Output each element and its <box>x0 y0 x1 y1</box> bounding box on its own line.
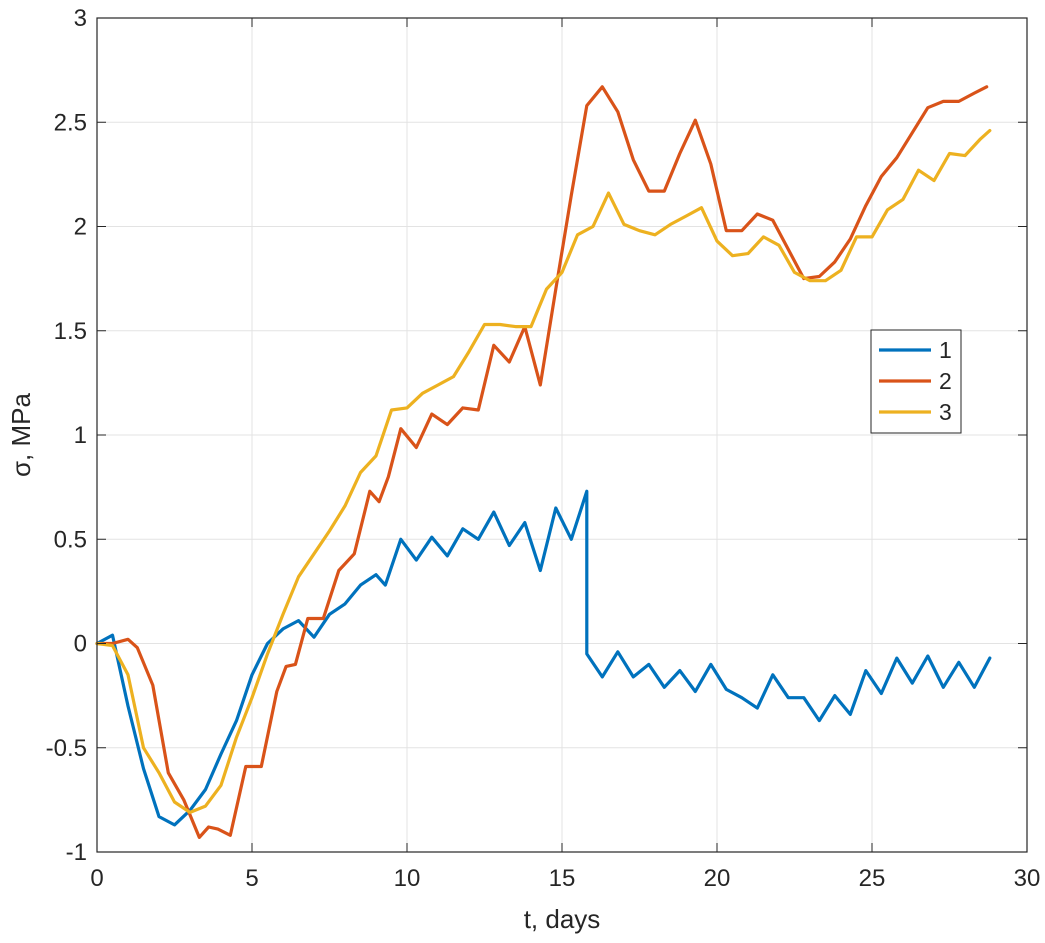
x-axis-title: t, days <box>524 904 601 934</box>
y-tick-label: 0 <box>74 631 87 658</box>
x-tick-label: 0 <box>90 865 103 892</box>
x-tick-label: 10 <box>394 865 421 892</box>
legend: 1 2 3 <box>870 329 962 434</box>
ticks <box>96 17 1028 853</box>
y-tick-label: 2 <box>74 214 87 241</box>
series-line-1 <box>95 489 992 827</box>
x-tick-label: 25 <box>859 865 886 892</box>
x-tick-label: 5 <box>245 865 258 892</box>
tick-labels: 0 5 10 15 20 25 30 -1 -0.5 0 0.5 1 1.5 2 2.5 3 <box>46 5 1041 892</box>
series-lines <box>95 85 992 840</box>
y-tick-label: 2.5 <box>54 109 87 136</box>
y-tick-label: 1 <box>74 422 87 449</box>
y-tick-label: 0.5 <box>54 526 87 553</box>
series-line-3 <box>95 129 992 815</box>
legend-label-1: 1 <box>939 337 952 363</box>
legend-label-2: 2 <box>939 368 952 394</box>
y-tick-label: 1.5 <box>54 318 87 345</box>
y-axis-title: σ, MPa <box>6 392 36 476</box>
x-tick-label: 30 <box>1014 865 1041 892</box>
legend-label-3: 3 <box>939 399 952 425</box>
series-line-2 <box>95 85 989 840</box>
y-tick-label: -0.5 <box>46 735 87 762</box>
x-tick-label: 20 <box>704 865 731 892</box>
y-tick-label: -1 <box>66 839 87 866</box>
x-tick-label: 15 <box>549 865 576 892</box>
y-tick-label: 3 <box>74 5 87 32</box>
